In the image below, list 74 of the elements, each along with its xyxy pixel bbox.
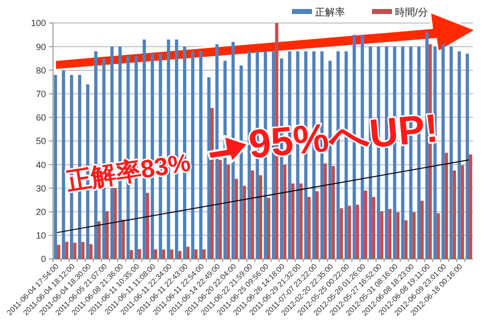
y-tick-label: 10: [36, 230, 46, 241]
bar: [178, 250, 182, 259]
bar: [452, 170, 456, 259]
y-tick-label: 80: [36, 65, 46, 76]
bar: [146, 192, 150, 259]
bar: [122, 220, 125, 259]
bar: [81, 242, 84, 259]
bar: [466, 54, 469, 259]
bar: [226, 164, 230, 259]
y-tick-label: 100: [30, 18, 46, 28]
bar: [240, 65, 243, 259]
bar: [364, 190, 368, 259]
bar: [380, 211, 384, 259]
bar: [396, 212, 400, 259]
bar: [57, 244, 60, 259]
bar: [458, 51, 461, 259]
bar: [332, 166, 335, 259]
bar: [258, 175, 262, 259]
bar: [170, 250, 174, 259]
bar: [388, 208, 392, 259]
bar: [450, 46, 453, 259]
legend-label: 正解率: [315, 6, 345, 18]
bar: [106, 211, 109, 259]
bar: [340, 208, 343, 259]
bar: [324, 163, 327, 259]
bar: [267, 198, 270, 259]
annotation: 正解率83%: [64, 148, 192, 196]
y-tick-label: 30: [36, 183, 46, 194]
legend-label: 時間/分: [395, 6, 428, 18]
bar: [299, 183, 303, 259]
y-tick-label: 90: [36, 42, 46, 52]
bar: [138, 249, 142, 259]
bar: [468, 154, 472, 259]
bar: [404, 220, 408, 259]
bar: [420, 200, 424, 259]
bar: [412, 212, 416, 259]
bar: [114, 188, 117, 259]
bar: [199, 51, 202, 259]
bar: [130, 250, 133, 259]
bar: [348, 206, 352, 259]
bar: [307, 196, 311, 259]
bar: [89, 244, 93, 259]
bar: [442, 44, 445, 259]
y-tick-label: 60: [36, 112, 46, 123]
bar: [191, 51, 194, 259]
bar: [283, 164, 286, 259]
bar: [73, 242, 76, 259]
bar: [202, 249, 206, 259]
bar: [316, 191, 319, 259]
bar: [242, 186, 246, 259]
bar: [356, 204, 360, 259]
bar: [460, 165, 464, 259]
bar: [291, 183, 294, 259]
bar: [162, 250, 166, 259]
bar: [54, 74, 58, 259]
bar: [65, 242, 68, 259]
y-tick-label: 40: [36, 160, 46, 170]
bar: [218, 160, 222, 259]
y-tick-label: 70: [36, 88, 46, 99]
bar: [234, 178, 238, 259]
bar: [62, 70, 66, 259]
bar: [194, 249, 198, 259]
y-tick-label: 50: [36, 136, 46, 146]
y-tick-label: 20: [36, 206, 46, 217]
bar: [372, 196, 376, 259]
bar: [444, 152, 448, 259]
y-tick-label: 0: [40, 254, 46, 264]
annotation: 95%へUP!: [246, 106, 440, 167]
bar: [154, 249, 158, 259]
bar: [248, 51, 251, 259]
bar: [436, 213, 440, 259]
bar: [186, 246, 190, 259]
bar: [250, 170, 254, 259]
bar: [97, 221, 101, 259]
